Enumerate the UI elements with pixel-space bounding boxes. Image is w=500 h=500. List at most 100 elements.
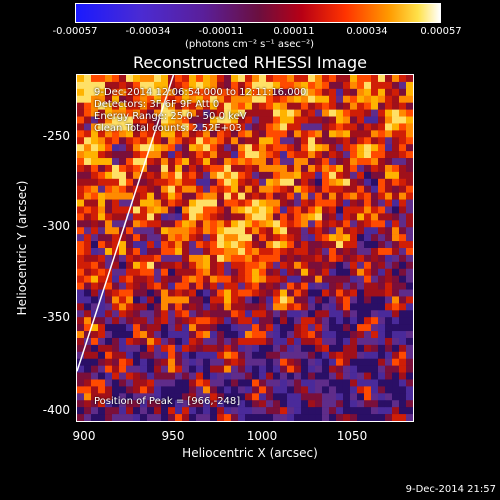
image-pixel xyxy=(377,275,386,283)
image-pixel xyxy=(266,268,274,276)
image-pixel xyxy=(251,109,260,117)
image-pixel xyxy=(167,365,176,373)
image-pixel xyxy=(392,331,400,339)
image-pixel xyxy=(287,185,295,193)
image-pixel xyxy=(174,151,183,159)
image-pixel xyxy=(308,358,316,366)
image-pixel xyxy=(335,324,344,332)
image-pixel xyxy=(266,386,274,394)
image-pixel xyxy=(125,414,134,421)
image-pixel xyxy=(357,275,365,283)
image-pixel xyxy=(77,296,85,304)
image-pixel xyxy=(112,234,120,242)
image-pixel xyxy=(329,213,337,221)
image-pixel xyxy=(147,296,155,304)
image-pixel xyxy=(77,344,85,353)
image-pixel xyxy=(182,248,190,256)
image-pixel xyxy=(287,75,295,83)
image-pixel xyxy=(140,137,148,145)
image-pixel xyxy=(140,227,148,235)
image-pixel xyxy=(154,171,162,180)
image-pixel xyxy=(280,206,288,214)
image-pixel xyxy=(308,88,316,97)
image-pixel xyxy=(182,393,190,401)
image-pixel xyxy=(406,386,413,394)
image-pixel xyxy=(245,123,253,131)
image-pixel xyxy=(224,95,232,103)
image-pixel xyxy=(77,199,85,207)
image-pixel xyxy=(392,358,400,366)
image-pixel xyxy=(105,130,113,138)
image-pixel xyxy=(357,337,365,346)
image-pixel xyxy=(90,199,99,207)
image-pixel xyxy=(342,192,351,200)
image-pixel xyxy=(189,372,197,380)
image-pixel xyxy=(224,337,232,346)
image-pixel xyxy=(140,324,148,332)
image-pixel xyxy=(266,317,274,325)
image-pixel xyxy=(245,95,253,103)
image-pixel xyxy=(406,102,413,110)
image-pixel xyxy=(251,379,260,387)
image-pixel xyxy=(216,407,225,415)
image-pixel xyxy=(384,185,393,193)
image-pixel xyxy=(90,289,99,297)
image-pixel xyxy=(406,109,413,117)
image-pixel xyxy=(167,324,176,332)
image-pixel xyxy=(251,220,260,228)
image-pixel xyxy=(342,199,351,207)
image-pixel xyxy=(350,351,358,360)
image-pixel xyxy=(216,331,225,339)
image-pixel xyxy=(125,158,134,166)
image-pixel xyxy=(174,199,183,207)
image-pixel xyxy=(335,386,344,394)
image-pixel xyxy=(371,324,379,332)
image-pixel xyxy=(329,344,337,353)
image-pixel xyxy=(335,344,344,353)
image-pixel xyxy=(90,75,99,83)
image-pixel xyxy=(189,95,197,103)
image-pixel xyxy=(161,317,169,325)
image-pixel xyxy=(251,88,260,97)
image-pixel xyxy=(315,144,323,152)
image-pixel xyxy=(105,116,113,124)
image-pixel xyxy=(147,282,155,290)
image-pixel xyxy=(371,358,379,366)
image-pixel xyxy=(125,268,134,276)
image-pixel xyxy=(384,241,393,249)
image-pixel xyxy=(125,372,134,380)
image-pixel xyxy=(392,351,400,360)
image-pixel xyxy=(273,400,281,408)
image-pixel xyxy=(105,171,113,180)
image-pixel xyxy=(182,386,190,394)
image-pixel xyxy=(167,241,176,249)
image-pixel xyxy=(245,268,253,276)
image-pixel xyxy=(83,310,92,318)
image-pixel xyxy=(266,310,274,318)
image-pixel xyxy=(231,81,239,90)
colorbar xyxy=(75,3,441,23)
image-pixel xyxy=(342,358,351,366)
image-pixel xyxy=(140,81,148,90)
image-pixel xyxy=(216,137,225,145)
image-pixel xyxy=(322,296,330,304)
image-pixel xyxy=(245,331,253,339)
image-pixel xyxy=(322,324,330,332)
image-pixel xyxy=(98,365,106,373)
image-pixel xyxy=(203,337,211,346)
image-pixel xyxy=(335,351,344,360)
image-pixel xyxy=(196,275,204,283)
image-pixel xyxy=(119,123,127,131)
image-pixel xyxy=(384,88,393,97)
image-pixel xyxy=(350,241,358,249)
image-pixel xyxy=(364,81,372,90)
image-pixel xyxy=(371,75,379,83)
image-pixel xyxy=(119,241,127,249)
image-pixel xyxy=(147,151,155,159)
image-pixel xyxy=(350,164,358,173)
image-pixel xyxy=(406,358,413,366)
image-pixel xyxy=(224,171,232,180)
image-pixel xyxy=(174,137,183,145)
image-pixel xyxy=(273,234,281,242)
image-pixel xyxy=(182,102,190,110)
